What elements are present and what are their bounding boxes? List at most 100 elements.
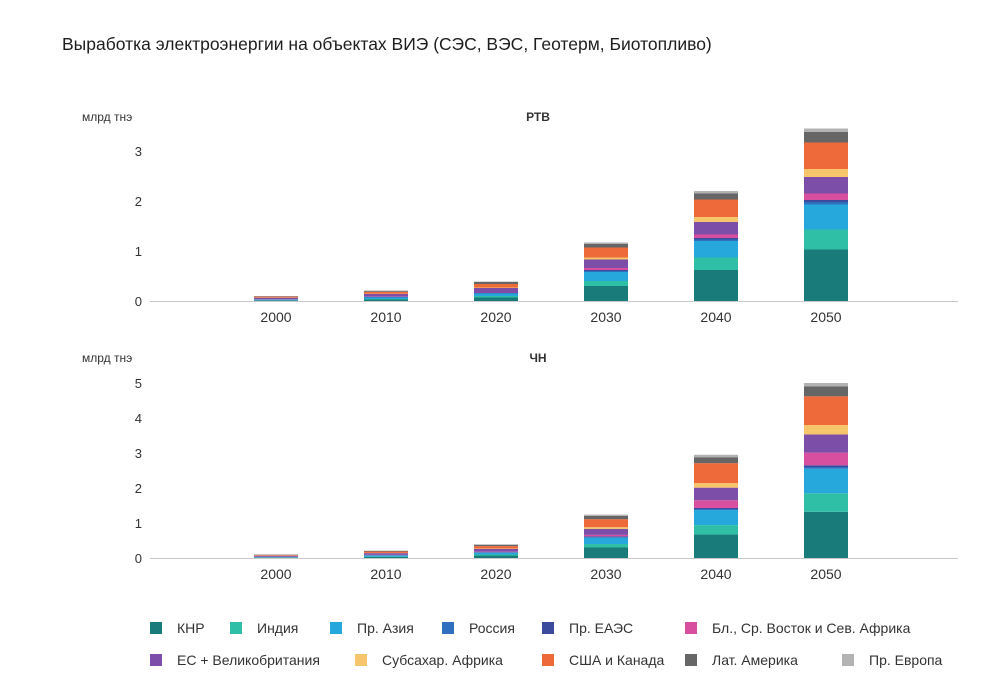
y-tick-label: 2 bbox=[135, 194, 142, 209]
bar-segment bbox=[584, 259, 628, 268]
chart-title: Выработка электроэнергии на объектах ВИЭ… bbox=[62, 34, 712, 54]
bar-segment bbox=[694, 487, 738, 501]
bar-segment bbox=[364, 294, 408, 297]
x-tick-label: 2010 bbox=[370, 566, 401, 582]
legend-label: КНР bbox=[177, 620, 205, 636]
bar-segment bbox=[804, 396, 848, 425]
legend: КНР Индия Пр. Азия Россия Пр. ЕАЭС Бл., Ср. В… bbox=[150, 610, 980, 674]
x-tick-label: 2050 bbox=[810, 309, 841, 325]
y-tick-label: 1 bbox=[135, 516, 142, 531]
y-axis-label: млрд тнэ bbox=[82, 351, 132, 365]
legend-item: Бл., Ср. Восток и Сев. Африка bbox=[685, 620, 910, 636]
bar-segment bbox=[804, 249, 848, 301]
legend-swatch bbox=[330, 622, 342, 634]
legend-label: Пр. Азия bbox=[357, 620, 414, 636]
bar-segment bbox=[584, 528, 628, 535]
legend-swatch bbox=[442, 622, 454, 634]
bar-segment bbox=[584, 272, 628, 281]
y-tick-label: 1 bbox=[135, 244, 142, 259]
bar-segment bbox=[584, 534, 628, 537]
bar-segment bbox=[584, 547, 628, 558]
bar-segment bbox=[584, 268, 628, 270]
bar-segment bbox=[804, 465, 848, 467]
bar-segment bbox=[584, 286, 628, 301]
bar-segment bbox=[694, 239, 738, 241]
legend-swatch bbox=[150, 654, 162, 666]
bar-segment bbox=[474, 292, 518, 293]
bar-segment bbox=[584, 544, 628, 548]
x-tick-label: 2020 bbox=[480, 309, 511, 325]
x-tick-label: 2000 bbox=[260, 566, 291, 582]
y-tick-label: 0 bbox=[135, 294, 142, 309]
chart-chn: млрд тнэ ЧН 0 1 2 3 4 5 2000 2010 2020 2030 2040 2050 bbox=[82, 351, 958, 582]
y-tick-label: 5 bbox=[135, 376, 142, 391]
legend-item: КНР bbox=[150, 620, 205, 636]
bar-segment bbox=[694, 525, 738, 535]
x-tick-label: 2010 bbox=[370, 309, 401, 325]
bar-segment bbox=[694, 454, 738, 458]
bar-segment bbox=[474, 292, 518, 293]
bar-segment bbox=[474, 548, 518, 552]
bar-segment bbox=[804, 452, 848, 466]
bar-segment bbox=[584, 244, 628, 248]
x-tick-label: 2040 bbox=[700, 309, 731, 325]
legend-label: Бл., Ср. Восток и Сев. Африка bbox=[712, 620, 911, 636]
legend-swatch bbox=[542, 654, 554, 666]
bar-segment bbox=[474, 296, 518, 298]
x-tick-label: 2030 bbox=[590, 566, 621, 582]
bar-segment bbox=[804, 386, 848, 397]
x-tick-label: 2000 bbox=[260, 309, 291, 325]
bar-segment bbox=[364, 299, 408, 300]
bar-segment bbox=[254, 299, 298, 301]
bar-segment bbox=[804, 204, 848, 230]
bar-segment bbox=[254, 296, 298, 297]
bar-segment bbox=[254, 554, 298, 556]
bar-segment bbox=[804, 493, 848, 512]
bar-segment bbox=[364, 299, 408, 301]
bar-segment bbox=[694, 257, 738, 270]
bar-segment bbox=[364, 550, 408, 552]
legend-label: Субсахар. Африка bbox=[382, 652, 503, 668]
legend-label: Лат. Америка bbox=[712, 652, 798, 668]
bar-segment bbox=[804, 132, 848, 143]
legend-label: Россия bbox=[469, 620, 515, 636]
legend-swatch bbox=[355, 654, 367, 666]
legend-item: Пр. Европа bbox=[842, 652, 942, 668]
bar-segment bbox=[804, 193, 848, 200]
bar-segment bbox=[474, 544, 518, 547]
bar-segment bbox=[364, 553, 408, 555]
x-tick-label: 2020 bbox=[480, 566, 511, 582]
legend-label: Пр. ЕАЭС bbox=[569, 620, 634, 636]
bar-segment bbox=[584, 514, 628, 516]
legend-swatch bbox=[685, 654, 697, 666]
bar-segment bbox=[474, 281, 518, 282]
bar-segment bbox=[694, 510, 738, 526]
legend-item: Пр. ЕАЭС bbox=[542, 620, 633, 636]
bar-segment bbox=[584, 271, 628, 272]
panel-title: ЧН bbox=[529, 351, 546, 365]
legend-swatch bbox=[685, 622, 697, 634]
bar-segment bbox=[584, 242, 628, 244]
bar-segment bbox=[804, 169, 848, 177]
bar-segment bbox=[694, 270, 738, 301]
y-tick-label: 0 bbox=[135, 551, 142, 566]
y-axis-label: млрд тнэ bbox=[82, 110, 132, 124]
bar-segment bbox=[584, 519, 628, 528]
bar-segment bbox=[694, 457, 738, 464]
y-tick-label: 3 bbox=[135, 446, 142, 461]
bar-segment bbox=[474, 555, 518, 558]
legend-item: Субсахар. Африка bbox=[355, 652, 503, 668]
bar-segment bbox=[474, 297, 518, 301]
legend-item: Пр. Азия bbox=[330, 620, 414, 636]
bar-segment bbox=[254, 555, 298, 557]
bar-segment bbox=[584, 257, 628, 260]
bar-segment bbox=[804, 467, 848, 469]
bar-segment bbox=[694, 193, 738, 200]
legend-swatch bbox=[230, 622, 242, 634]
bar-segment bbox=[584, 247, 628, 258]
bar-segment bbox=[804, 200, 848, 202]
bar-segment bbox=[364, 297, 408, 299]
legend-label: ЕС + Великобритания bbox=[177, 652, 320, 668]
bar-segment bbox=[364, 297, 408, 298]
